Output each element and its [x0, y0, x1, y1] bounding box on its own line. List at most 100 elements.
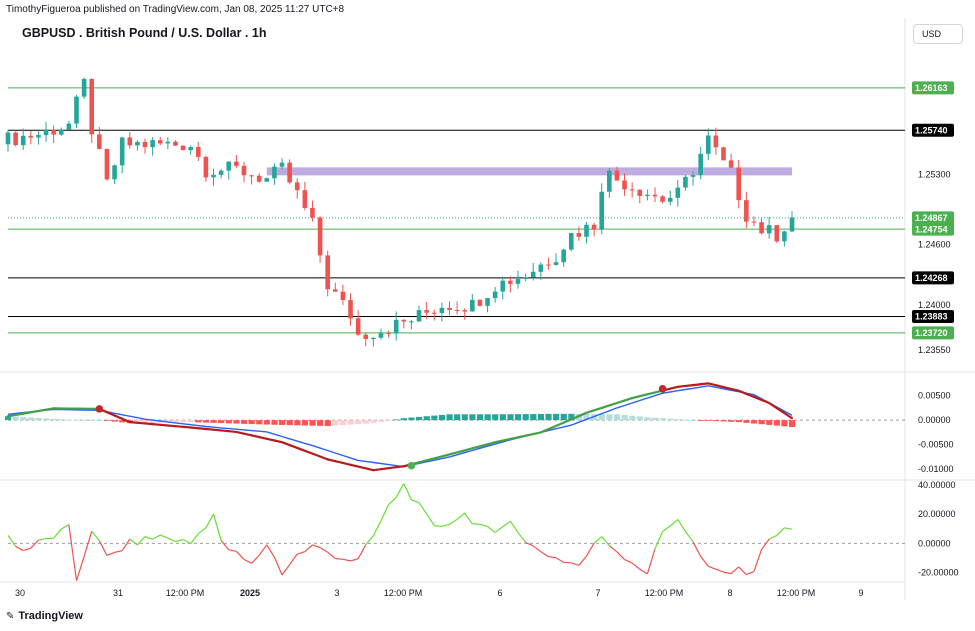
macd-segment [448, 451, 459, 456]
macd-segment [532, 431, 542, 436]
macd-segment [478, 443, 489, 448]
osc-segment [517, 532, 527, 543]
candle-body [226, 161, 232, 171]
macd-segment [22, 411, 32, 415]
chart-title: GBPUSD . British Pound / U.S. Dollar . 1… [22, 26, 267, 40]
osc-line [7, 483, 793, 581]
osc-segment [335, 557, 343, 560]
osc-segment [753, 549, 763, 572]
candle-body [188, 147, 193, 151]
macd-hist-bar [73, 419, 80, 421]
macd-hist-bar [629, 415, 636, 421]
time-axis-label: 3 [334, 588, 339, 598]
macd-segment [159, 423, 169, 427]
level-label-1: 1.25740 [915, 125, 948, 135]
macd-hist-bar [385, 420, 392, 421]
macd-hist-bar [766, 420, 773, 425]
osc-segment [464, 512, 473, 525]
osc-segment [152, 534, 161, 540]
macd-segment [615, 399, 626, 405]
macd-hist-bar [58, 419, 65, 421]
candle-body [553, 262, 559, 265]
macd-segment [608, 401, 619, 407]
macd-cross-marker-1 [407, 461, 416, 470]
candle-body [660, 196, 665, 202]
currency-button[interactable]: USD [913, 24, 963, 44]
macd-segment [151, 423, 162, 426]
osc-segment [395, 483, 405, 498]
osc-segment [494, 526, 504, 533]
macd-hist-bar [476, 414, 484, 421]
price-tick-label: 1.24600 [918, 240, 951, 250]
candle-body [736, 167, 742, 201]
macd-hist-bar [279, 420, 286, 425]
time-axis-label: 7 [595, 588, 600, 598]
macd-tick-label: 0.00500 [918, 391, 951, 401]
time-axis-label: 12:00 PM [166, 588, 205, 598]
candle-body [607, 170, 612, 192]
macd-hist-bar [65, 419, 73, 421]
macd-hist-bar [728, 420, 735, 422]
macd-segment [311, 452, 322, 458]
osc-segment [654, 531, 664, 550]
osc-segment [601, 536, 610, 546]
macd-hist-bar [431, 415, 438, 421]
macd-hist-bar [720, 420, 727, 422]
macd-segment [265, 437, 276, 442]
osc-segment [220, 540, 230, 551]
macd-hist-bar [514, 414, 522, 421]
macd-hist-bar [773, 420, 780, 426]
macd-hist-bar [248, 420, 255, 425]
candle-body [218, 170, 224, 175]
osc-segment [357, 544, 367, 560]
macd-hist-bar [674, 419, 682, 421]
resistance-zone [266, 167, 792, 176]
macd-hist-bar [789, 420, 796, 428]
osc-segment [53, 528, 62, 539]
osc-segment [746, 571, 755, 576]
osc-segment [160, 534, 169, 539]
osc-segment [700, 556, 709, 567]
macd-hist-bar [119, 420, 126, 423]
macd-segment [768, 401, 778, 410]
osc-segment [197, 527, 207, 535]
macd-segment [646, 391, 657, 396]
macd-hist-bar [286, 420, 293, 426]
macd-hist-bar [134, 420, 141, 423]
macd-hist-bar [263, 420, 270, 425]
candle-body [591, 224, 597, 230]
candle-body [690, 175, 696, 177]
level-label-0-bg [912, 81, 954, 95]
macd-segment [524, 432, 535, 437]
macd-hist-bar [598, 414, 605, 421]
osc-segment [715, 568, 724, 573]
macd-line [6, 382, 794, 472]
osc-segment [30, 539, 39, 549]
candle-body [234, 161, 239, 166]
macd-segment [539, 428, 550, 434]
macd-segment [143, 422, 154, 426]
osc-segment [266, 544, 275, 558]
macd-segment [6, 413, 17, 418]
tradingview-logo-icon[interactable]: ✎ [6, 610, 15, 622]
osc-segment [403, 483, 412, 501]
publisher-header: TimothyFigueroa published on TradingView… [6, 4, 345, 15]
osc-segment [532, 545, 542, 553]
osc-segment [289, 553, 298, 566]
osc-segment [669, 518, 679, 527]
macd-hist-bar [187, 420, 194, 423]
macd-hist-bar [484, 414, 491, 421]
macd-segment [14, 412, 25, 417]
macd-hist-bar [317, 420, 324, 426]
macd-hist-bar [339, 420, 347, 426]
candle-body [622, 180, 627, 190]
candle-body [561, 249, 566, 263]
macd-segment [509, 436, 520, 441]
candle-body [751, 221, 757, 223]
tradingview-brand[interactable]: TradingView [18, 610, 83, 622]
signal-line [7, 385, 793, 468]
time-axis-label: 12:00 PM [777, 588, 816, 598]
macd-segment [258, 435, 268, 440]
level-label-3: 1.24268 [915, 273, 948, 283]
